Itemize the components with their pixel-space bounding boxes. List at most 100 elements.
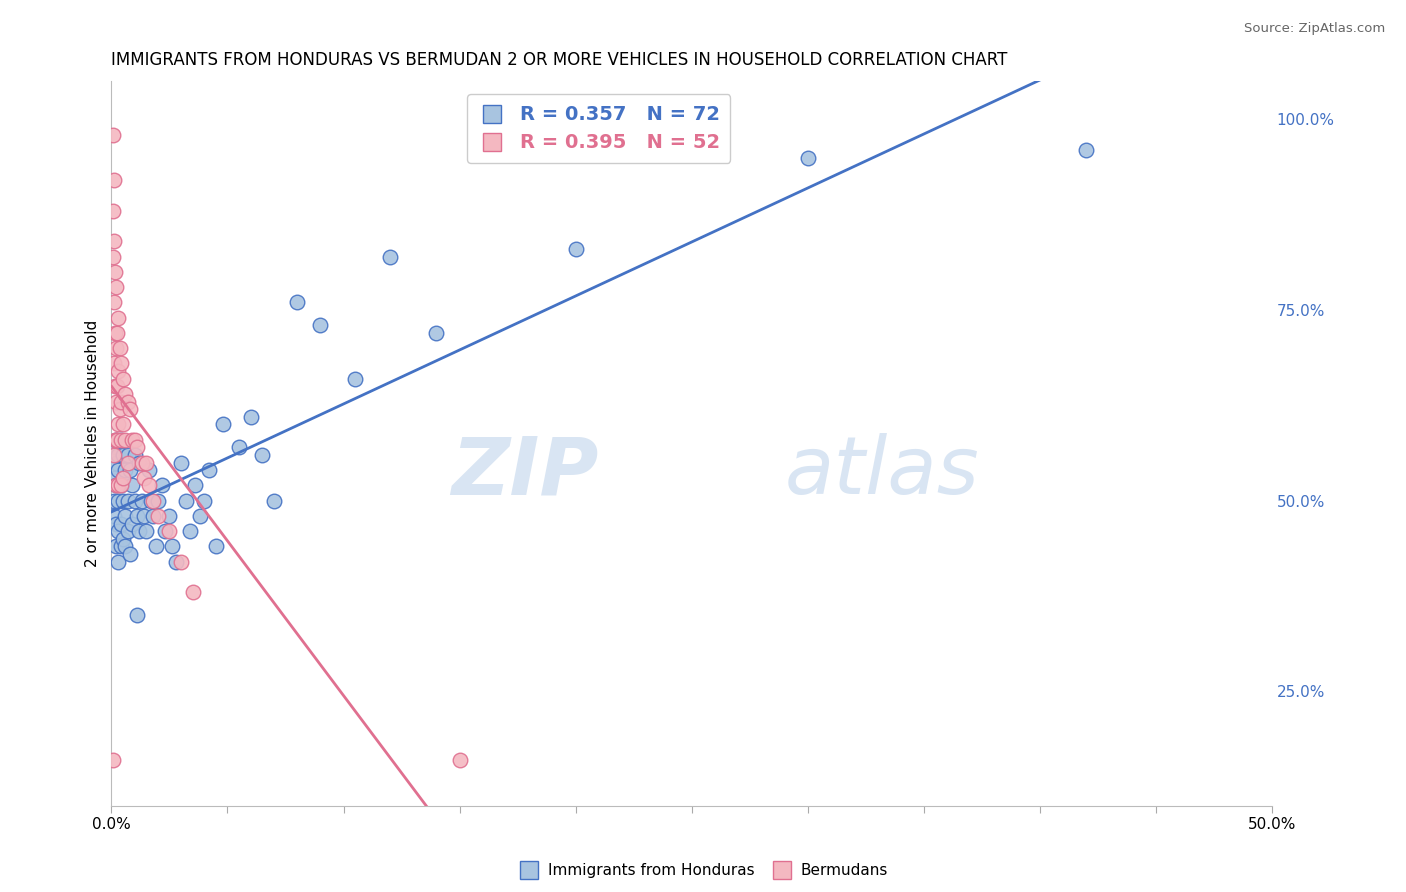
Point: [110, 516, 132, 531]
Point: [111, 417, 134, 432]
Point: [103, 493, 125, 508]
Point: [107, 417, 129, 432]
Y-axis label: 2 or more Vehicles in Household: 2 or more Vehicles in Household: [86, 320, 100, 567]
Point: [125, 508, 148, 523]
Point: [125, 440, 148, 454]
Point: [128, 456, 150, 470]
Point: [110, 433, 132, 447]
Point: [104, 326, 127, 340]
Point: [101, 128, 124, 142]
Point: [142, 493, 165, 508]
Point: [104, 433, 127, 447]
Point: [132, 471, 155, 485]
Point: [111, 448, 134, 462]
Text: atlas: atlas: [785, 434, 979, 511]
Point: [139, 493, 162, 508]
Point: [114, 433, 136, 447]
Point: [107, 448, 129, 462]
Point: [142, 508, 165, 523]
Point: [198, 463, 221, 477]
Point: [135, 456, 157, 470]
Point: [105, 433, 128, 447]
Point: [111, 471, 134, 485]
Point: [105, 516, 128, 531]
Point: [1076, 143, 1098, 157]
Point: [344, 372, 367, 386]
Point: [117, 493, 139, 508]
Point: [103, 173, 125, 187]
Point: [110, 394, 132, 409]
Point: [111, 372, 134, 386]
Point: [121, 478, 143, 492]
Point: [105, 341, 128, 355]
Point: [159, 524, 181, 538]
Point: [110, 540, 132, 554]
Point: [425, 326, 447, 340]
Point: [105, 394, 128, 409]
Point: [309, 318, 332, 333]
Point: [108, 341, 131, 355]
Point: [105, 280, 128, 294]
Point: [146, 493, 169, 508]
Point: [107, 478, 129, 492]
Point: [103, 295, 125, 310]
Point: [179, 524, 201, 538]
Point: [110, 478, 132, 492]
Point: [105, 540, 128, 554]
Point: [211, 417, 233, 432]
Point: [105, 456, 128, 470]
Point: [135, 524, 157, 538]
Point: [564, 242, 586, 256]
Point: [205, 540, 228, 554]
Point: [107, 524, 129, 538]
Point: [131, 493, 153, 508]
Point: [104, 379, 127, 393]
Point: [174, 493, 197, 508]
Point: [103, 471, 125, 485]
Point: [193, 493, 215, 508]
Point: [110, 478, 132, 492]
Point: [105, 433, 128, 447]
Point: [121, 516, 143, 531]
Point: [114, 463, 136, 477]
Point: [252, 448, 274, 462]
Point: [103, 448, 125, 462]
Text: IMMIGRANTS FROM HONDURAS VS BERMUDAN 2 OR MORE VEHICLES IN HOUSEHOLD CORRELATION: IMMIGRANTS FROM HONDURAS VS BERMUDAN 2 O…: [111, 51, 1008, 69]
Point: [796, 151, 818, 165]
Point: [105, 433, 128, 447]
Point: [138, 478, 160, 492]
Point: [101, 203, 124, 218]
Point: [124, 433, 146, 447]
Point: [107, 493, 129, 508]
Point: [165, 555, 187, 569]
Point: [114, 387, 136, 401]
Point: [103, 356, 125, 370]
Point: [125, 607, 148, 622]
Point: [105, 478, 128, 492]
Point: [107, 364, 129, 378]
Point: [101, 753, 124, 767]
Point: [103, 508, 125, 523]
Point: [105, 326, 128, 340]
Point: [114, 508, 136, 523]
Point: [159, 508, 181, 523]
Point: [111, 532, 134, 546]
Point: [228, 440, 250, 454]
Point: [170, 555, 193, 569]
Point: [110, 433, 132, 447]
Point: [378, 250, 401, 264]
Point: [128, 524, 150, 538]
Point: [160, 540, 183, 554]
Point: [117, 448, 139, 462]
Point: [108, 402, 131, 417]
Legend: R = 0.357   N = 72, R = 0.395   N = 52: R = 0.357 N = 72, R = 0.395 N = 52: [467, 94, 731, 162]
Point: [131, 456, 153, 470]
Point: [103, 235, 125, 249]
Point: [132, 508, 155, 523]
Point: [145, 540, 167, 554]
Point: [105, 478, 128, 492]
Point: [105, 379, 128, 393]
Point: [152, 478, 174, 492]
Point: [263, 493, 285, 508]
Point: [114, 540, 136, 554]
